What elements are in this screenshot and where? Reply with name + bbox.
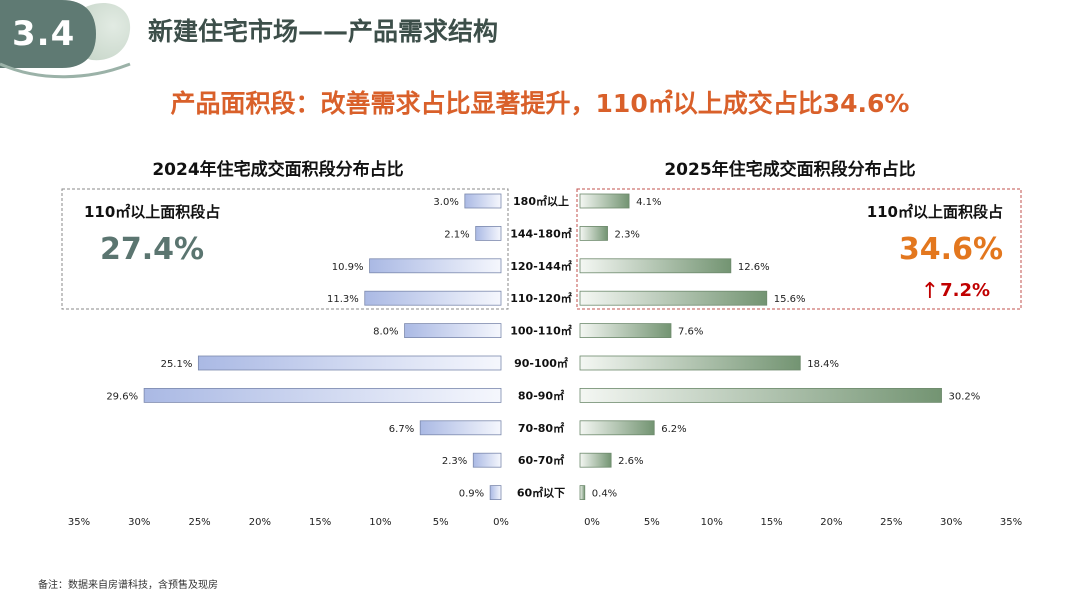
right-axis-tick-label: 30% bbox=[940, 517, 962, 528]
left-bar-value-label: 2.3% bbox=[442, 456, 467, 467]
right-bar bbox=[579, 193, 630, 209]
left-bar-value-label: 11.3% bbox=[327, 294, 359, 305]
left-axis-tick-label: 35% bbox=[68, 517, 90, 528]
right-bar bbox=[579, 323, 672, 339]
right-axis-tick-label: 25% bbox=[880, 517, 902, 528]
right-bar-value-label: 12.6% bbox=[738, 262, 770, 273]
category-label: 144-180㎡ bbox=[510, 226, 572, 240]
right-axis-tick-label: 10% bbox=[701, 517, 723, 528]
headline: 产品面积段：改善需求占比显著提升，110㎡以上成交占比34.6% bbox=[170, 89, 910, 118]
right-axis-tick-label: 15% bbox=[760, 517, 782, 528]
right-bar-value-label: 15.6% bbox=[774, 294, 806, 305]
left-bar bbox=[404, 323, 502, 339]
left-axis-tick-label: 10% bbox=[369, 517, 391, 528]
category-label: 90-100㎡ bbox=[514, 356, 568, 370]
right-axis-tick-label: 5% bbox=[644, 517, 660, 528]
right-callout-label: 110㎡以上面积段占 bbox=[867, 203, 1003, 221]
badge-shape bbox=[0, 0, 96, 68]
right-bar-value-label: 7.6% bbox=[678, 327, 703, 338]
right-callout-change: 7.2% bbox=[940, 280, 990, 301]
right-bar-value-label: 6.2% bbox=[661, 424, 686, 435]
page-title: 新建住宅市场——产品需求结构 bbox=[148, 17, 499, 46]
category-label: 80-90㎡ bbox=[518, 388, 564, 402]
left-callout-value: 27.4% bbox=[100, 232, 204, 267]
right-bar-value-label: 2.6% bbox=[618, 456, 643, 467]
right-axis-tick-label: 0% bbox=[584, 517, 600, 528]
category-label: 70-80㎡ bbox=[518, 421, 564, 435]
left-bar-value-label: 3.0% bbox=[433, 197, 458, 208]
section-number: 3.4 bbox=[12, 14, 76, 54]
category-label: 180㎡以上 bbox=[513, 194, 569, 208]
left-bar bbox=[464, 193, 502, 209]
left-axis-tick-label: 30% bbox=[128, 517, 150, 528]
right-callout-box bbox=[576, 188, 1022, 310]
category-label: 100-110㎡ bbox=[510, 324, 572, 338]
category-label: 60㎡以下 bbox=[517, 486, 565, 500]
header-decoration bbox=[0, 0, 131, 79]
left-axis-tick-label: 25% bbox=[188, 517, 210, 528]
left-bar-value-label: 0.9% bbox=[459, 489, 484, 500]
right-bar-value-label: 0.4% bbox=[592, 489, 617, 500]
left-bar bbox=[369, 258, 502, 274]
right-bar bbox=[579, 387, 942, 403]
chart-area: 2024年住宅成交面积段分布占比 2025年住宅成交面积段分布占比 110㎡以上… bbox=[61, 159, 1022, 528]
bars-layer: 180㎡以上 3.0% 4.1% 144-180㎡ 2.1% 2.3% 120-144㎡ 10… bbox=[68, 193, 1022, 528]
category-label: 120-144㎡ bbox=[510, 259, 572, 273]
left-bar-value-label: 2.1% bbox=[444, 229, 469, 240]
right-chart-title: 2025年住宅成交面积段分布占比 bbox=[664, 159, 915, 180]
left-callout-box bbox=[61, 188, 509, 310]
left-bar-value-label: 6.7% bbox=[389, 424, 414, 435]
left-bar bbox=[475, 225, 502, 241]
right-axis-tick-label: 35% bbox=[1000, 517, 1022, 528]
left-axis-tick-label: 0% bbox=[493, 517, 509, 528]
right-bar bbox=[579, 355, 801, 371]
left-bar bbox=[143, 387, 502, 403]
left-bar-value-label: 29.6% bbox=[106, 391, 138, 402]
right-bar bbox=[579, 225, 608, 241]
right-bar bbox=[579, 420, 655, 436]
category-label: 60-70㎡ bbox=[518, 453, 564, 467]
right-bar-value-label: 30.2% bbox=[949, 391, 981, 402]
category-label: 110-120㎡ bbox=[510, 291, 572, 305]
left-bar bbox=[489, 485, 502, 501]
left-axis-tick-label: 15% bbox=[309, 517, 331, 528]
left-bar-value-label: 8.0% bbox=[373, 327, 398, 338]
up-arrow-icon: ↑ bbox=[921, 279, 939, 304]
right-bar bbox=[579, 258, 732, 274]
left-bar bbox=[197, 355, 502, 371]
right-bar-value-label: 2.3% bbox=[615, 229, 640, 240]
left-bar bbox=[472, 452, 502, 468]
left-axis-tick-label: 5% bbox=[433, 517, 449, 528]
left-bar bbox=[419, 420, 502, 436]
right-bar-value-label: 18.4% bbox=[807, 359, 839, 370]
left-bar bbox=[364, 290, 502, 306]
right-bar bbox=[579, 290, 768, 306]
left-axis-tick-label: 20% bbox=[249, 517, 271, 528]
right-bar-value-label: 4.1% bbox=[636, 197, 661, 208]
right-bar bbox=[579, 485, 586, 501]
footnote: 备注：数据来自房谱科技，含预售及现房 bbox=[38, 580, 218, 591]
left-callout-label: 110㎡以上面积段占 bbox=[84, 203, 220, 221]
left-bar-value-label: 25.1% bbox=[161, 359, 193, 370]
right-callout-value: 34.6% bbox=[899, 232, 1003, 267]
right-bar bbox=[579, 452, 612, 468]
left-bar-value-label: 10.9% bbox=[332, 262, 364, 273]
right-axis-tick-label: 20% bbox=[820, 517, 842, 528]
left-chart-title: 2024年住宅成交面积段分布占比 bbox=[152, 159, 403, 180]
badge-swoosh bbox=[0, 62, 131, 79]
